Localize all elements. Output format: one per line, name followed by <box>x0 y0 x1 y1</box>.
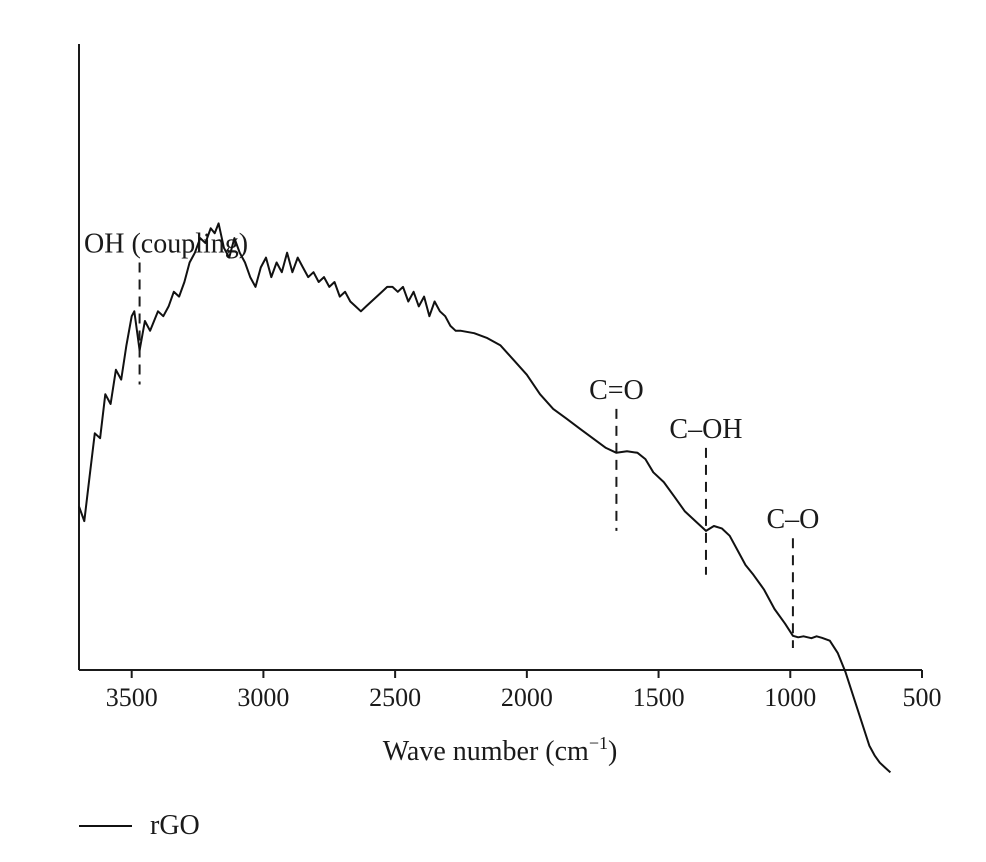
legend: rGO <box>79 810 200 841</box>
x-axis-title: Wave number (cm−1) <box>383 733 618 767</box>
x-tick-label-1500: 1500 <box>633 683 685 712</box>
x-tick-label-2000: 2000 <box>501 683 553 712</box>
band-annotations: OH (coupling)C=OC–OHC–O <box>84 228 819 648</box>
annotation-label-c-o: C–O <box>766 504 819 535</box>
x-axis-ticks: 3500 3000 2500 2000 1500 1000 500 <box>106 670 942 712</box>
legend-label-rGO: rGO <box>150 810 200 841</box>
plot-area: 3500 3000 2500 2000 1500 1000 500 OH (coupling… <box>78 44 942 774</box>
annotation-label-c-oh: C–OH <box>669 414 742 445</box>
series-line-rGO <box>78 222 892 774</box>
x-tick-label-1000: 1000 <box>764 683 816 712</box>
annotation-label-c-o: C=O <box>589 375 644 406</box>
x-tick-label-500: 500 <box>903 683 942 712</box>
x-tick-label-3000: 3000 <box>237 683 289 712</box>
x-tick-label-2500: 2500 <box>369 683 421 712</box>
x-axis-title-superscript: −1 <box>589 733 608 753</box>
x-tick-label-3500: 3500 <box>106 683 158 712</box>
